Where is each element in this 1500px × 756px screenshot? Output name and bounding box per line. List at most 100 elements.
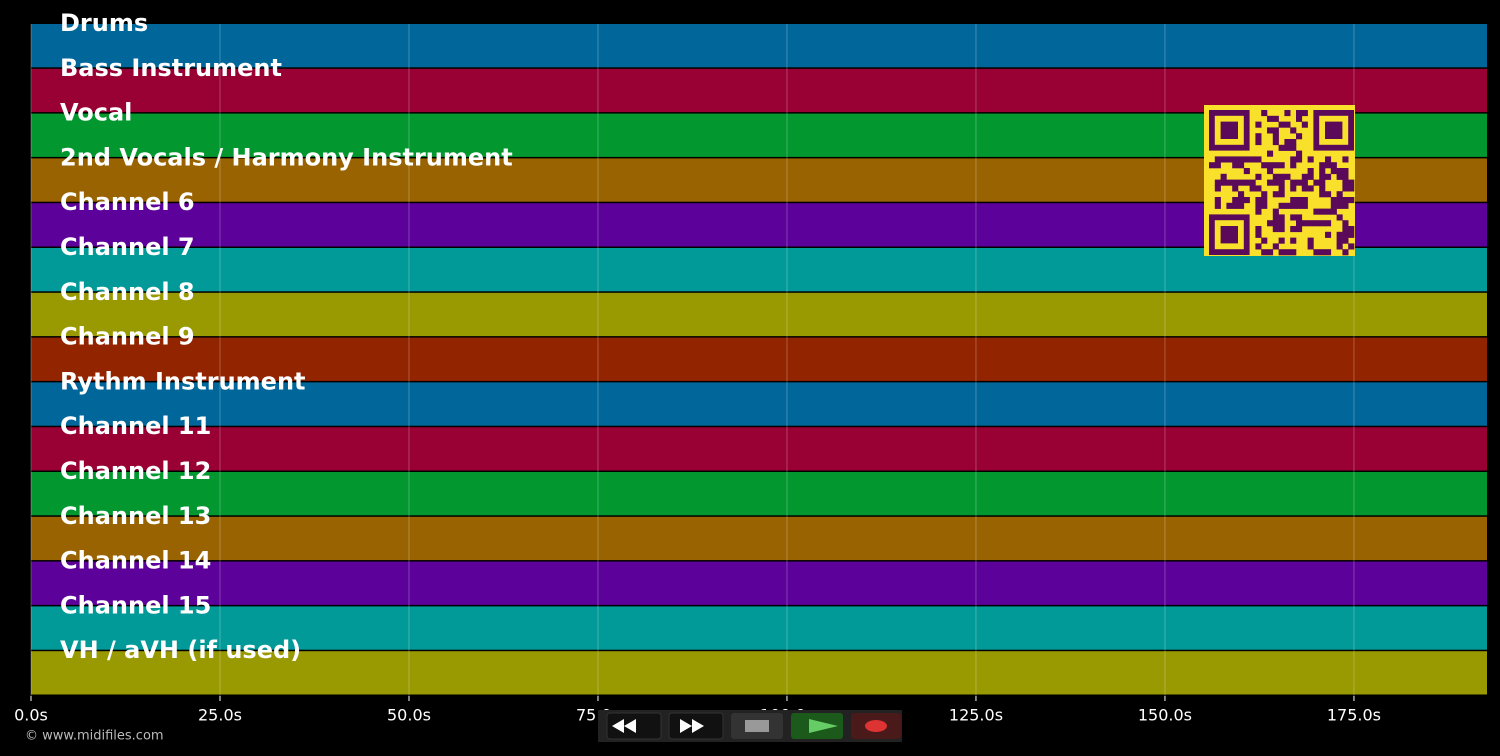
qr-module (1278, 162, 1285, 169)
qr-module (1330, 168, 1337, 175)
lane (31, 292, 1487, 337)
forward-button[interactable] (668, 712, 724, 740)
qr-module (1220, 173, 1227, 180)
qr-module (1307, 220, 1314, 227)
qr-module (1290, 197, 1297, 204)
qr-module (1267, 249, 1274, 256)
qr-module (1319, 220, 1326, 227)
qr-module (1243, 197, 1250, 204)
qr-module (1296, 150, 1303, 157)
lane-label: Channel 15 (60, 591, 211, 619)
qr-module (1278, 237, 1285, 244)
qr-module (1232, 202, 1239, 209)
lane (31, 472, 1487, 516)
play-button[interactable] (791, 713, 843, 739)
qr-module (1325, 249, 1332, 256)
qr-module (1325, 173, 1332, 180)
qr-module (1325, 220, 1332, 227)
qr-module (1238, 197, 1245, 204)
lane (31, 516, 1487, 561)
qr-module (1272, 243, 1279, 250)
qr-module (1342, 168, 1349, 175)
qr-module (1214, 202, 1221, 209)
qr-module (1342, 231, 1349, 238)
qr-module (1272, 127, 1279, 134)
qr-module (1278, 214, 1285, 221)
qr-module (1272, 191, 1279, 198)
qr-module (1301, 121, 1308, 128)
stop-button[interactable] (731, 713, 783, 739)
qr-module (1249, 179, 1256, 186)
qr-module (1238, 179, 1245, 186)
qr-module (1348, 231, 1355, 238)
qr-module (1267, 127, 1274, 134)
qr-module (1336, 214, 1343, 221)
qr-module (1290, 226, 1297, 233)
record-button[interactable] (851, 713, 901, 739)
qr-module (1336, 237, 1343, 244)
x-tick-label: 125.0s (949, 706, 1003, 725)
transport-controls (598, 710, 902, 742)
qr-module (1272, 226, 1279, 233)
qr-module (1336, 231, 1343, 238)
qr-module (1296, 202, 1303, 209)
qr-module (1296, 220, 1303, 227)
qr-module (1232, 197, 1239, 204)
qr-module (1255, 231, 1262, 238)
qr-module (1290, 237, 1297, 244)
qr-module (1232, 179, 1239, 186)
qr-module (1226, 156, 1233, 163)
qr-module (1232, 156, 1239, 163)
qr-module (1307, 173, 1314, 180)
qr-module (1342, 173, 1349, 180)
lane-label: Vocal (60, 99, 132, 127)
qr-module (1296, 156, 1303, 163)
qr-module (1319, 162, 1326, 169)
qr-module (1307, 185, 1314, 192)
qr-module (1278, 173, 1285, 180)
qr-module (1290, 139, 1297, 146)
qr-module (1342, 197, 1349, 204)
qr-module (1319, 168, 1326, 175)
qr-module (1296, 133, 1303, 140)
lane-label: Rythm Instrument (60, 367, 306, 395)
qr-module (1330, 208, 1337, 215)
qr-module (1319, 191, 1326, 198)
qr-module (1301, 197, 1308, 204)
qr-module (1284, 173, 1291, 180)
qr-module (1325, 231, 1332, 238)
qr-module (1313, 179, 1320, 186)
rewind-button[interactable] (606, 712, 662, 740)
qr-module (1348, 243, 1355, 250)
lane-labels: Drums Bass Instrument Vocal 2nd Vocals / Ha… (60, 9, 513, 664)
qr-module (1336, 197, 1343, 204)
qr-module (1319, 208, 1326, 215)
qr-module (1342, 237, 1349, 244)
x-tick-label: 25.0s (198, 706, 242, 725)
qr-module (1301, 179, 1308, 186)
qr-module (1348, 179, 1355, 186)
qr-module (1342, 249, 1349, 256)
qr-module (1226, 179, 1233, 186)
qr-module (1348, 226, 1355, 233)
qr-module (1267, 162, 1274, 169)
qr-module (1301, 202, 1308, 209)
qr-module (1301, 110, 1308, 117)
x-tick-label: 50.0s (387, 706, 431, 725)
qr-module (1278, 144, 1285, 151)
qr-module (1272, 179, 1279, 186)
qr-module (1301, 173, 1308, 180)
lane-label: Channel 13 (60, 502, 211, 530)
qr-module (1325, 191, 1332, 198)
qr-module (1284, 202, 1291, 209)
lane (31, 337, 1487, 381)
qr-module (1336, 243, 1343, 250)
lane (31, 651, 1487, 695)
qr-module (1267, 220, 1274, 227)
qr-module (1348, 197, 1355, 204)
qr-module (1290, 156, 1297, 163)
qr-module (1342, 202, 1349, 209)
x-tick-label: 150.0s (1138, 706, 1192, 725)
qr-module (1278, 202, 1285, 209)
qr-module (1255, 208, 1262, 215)
